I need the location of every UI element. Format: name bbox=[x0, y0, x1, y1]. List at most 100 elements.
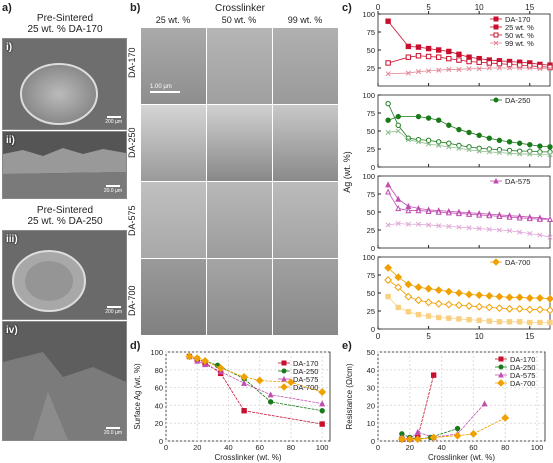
y-tick-label: 0 bbox=[371, 244, 375, 253]
data-point bbox=[495, 304, 504, 313]
data-point bbox=[476, 59, 482, 65]
y-axis-label: Ag (wt. %) bbox=[342, 151, 352, 193]
legend-label: 25 wt. % bbox=[505, 23, 534, 32]
data-point bbox=[498, 356, 504, 362]
data-point bbox=[318, 388, 327, 396]
sem-image-iii: iii) 200 µm bbox=[2, 230, 127, 320]
data-point bbox=[415, 221, 422, 227]
series-line bbox=[387, 116, 551, 148]
x-tick-label: 15 bbox=[525, 3, 534, 12]
data-point bbox=[394, 283, 403, 292]
y-tick-label: 30 bbox=[367, 384, 375, 393]
row-label-da-575: DA-575 bbox=[127, 205, 137, 236]
image-roman-label: ii) bbox=[6, 135, 15, 146]
data-point bbox=[240, 373, 249, 381]
data-point bbox=[425, 137, 432, 144]
data-point bbox=[546, 294, 553, 303]
data-point bbox=[425, 45, 432, 52]
data-point bbox=[216, 364, 225, 372]
data-point bbox=[425, 207, 432, 214]
data-point bbox=[466, 316, 472, 323]
data-point bbox=[436, 47, 442, 53]
y-tick-label: 20 bbox=[155, 419, 163, 428]
panel-a-label: a) bbox=[2, 2, 12, 14]
data-point bbox=[385, 18, 391, 24]
data-point bbox=[527, 319, 533, 326]
sem-image-i: i) 200 µm bbox=[2, 38, 127, 130]
panel-e-label: e) bbox=[342, 340, 352, 352]
legend-label: DA-250 bbox=[505, 96, 530, 105]
data-point bbox=[466, 129, 472, 136]
data-point bbox=[446, 140, 452, 146]
plot-frame bbox=[377, 256, 551, 330]
legend-label: 50 wt. % bbox=[505, 31, 534, 40]
x-tick-label: 0 bbox=[376, 332, 381, 340]
data-point bbox=[493, 97, 499, 103]
data-point bbox=[394, 273, 403, 282]
data-point bbox=[466, 210, 473, 217]
data-point bbox=[493, 24, 499, 30]
data-point bbox=[425, 53, 432, 60]
data-point bbox=[506, 319, 513, 325]
y-tick-label: 100 bbox=[362, 10, 375, 19]
data-point bbox=[385, 117, 391, 123]
data-point bbox=[466, 147, 472, 153]
data-point bbox=[476, 317, 482, 324]
y-tick-label: 75 bbox=[367, 109, 375, 118]
data-point bbox=[493, 32, 499, 38]
scale-bar: 20.0 µm bbox=[104, 185, 122, 194]
data-point bbox=[385, 60, 391, 66]
x-tick-label: 80 bbox=[287, 443, 295, 452]
legend-label: DA-700 bbox=[510, 379, 535, 388]
image-roman-label: iii) bbox=[6, 234, 18, 245]
data-point bbox=[436, 117, 442, 123]
data-point bbox=[436, 223, 442, 229]
data-point bbox=[446, 122, 452, 128]
y-tick-label: 50 bbox=[367, 348, 375, 357]
data-point bbox=[241, 408, 247, 414]
data-point bbox=[469, 429, 478, 438]
y-axis-label: Resistance (Ω/cm) bbox=[345, 363, 354, 429]
data-point bbox=[415, 311, 422, 318]
legend-label: DA-575 bbox=[293, 375, 318, 384]
data-point bbox=[405, 43, 412, 50]
data-point bbox=[517, 151, 523, 157]
data-point bbox=[456, 316, 462, 322]
x-tick-label: 0 bbox=[376, 443, 380, 452]
data-point bbox=[496, 319, 503, 325]
row-label-da-170: DA-170 bbox=[127, 47, 137, 78]
panel-b-header: Crosslinker bbox=[214, 3, 265, 14]
legend-label: DA-170 bbox=[510, 355, 535, 364]
data-point bbox=[526, 215, 533, 222]
data-point bbox=[506, 65, 513, 71]
grid-cell bbox=[206, 258, 273, 336]
data-point bbox=[405, 54, 412, 60]
column-header-25: 25 wt. % bbox=[155, 15, 191, 25]
data-point bbox=[444, 287, 453, 296]
grid-cell bbox=[272, 104, 339, 182]
grid-cell bbox=[140, 104, 207, 182]
data-point bbox=[446, 223, 452, 229]
data-point bbox=[493, 40, 499, 46]
data-point bbox=[405, 137, 411, 143]
data-point bbox=[492, 258, 500, 266]
data-point bbox=[429, 433, 438, 442]
data-point bbox=[515, 304, 524, 313]
y-axis-label: Surface Ag (wt. %) bbox=[133, 363, 142, 430]
data-point bbox=[405, 435, 414, 444]
series-line bbox=[388, 67, 550, 75]
data-point bbox=[547, 64, 553, 70]
data-point bbox=[414, 283, 423, 292]
data-point bbox=[444, 300, 453, 309]
data-point bbox=[193, 354, 202, 363]
x-tick-label: 40 bbox=[224, 443, 232, 452]
y-tick-label: 25 bbox=[367, 64, 375, 73]
data-point bbox=[516, 319, 523, 325]
data-point bbox=[385, 188, 392, 195]
sem-image-ii: ii) 20.0 µm bbox=[2, 131, 127, 199]
data-point bbox=[281, 375, 287, 382]
x-tick-label: 0 bbox=[164, 443, 168, 452]
data-point bbox=[486, 318, 492, 324]
panel-a-caption-top: Pre-Sintered 25 wt. % DA-170 bbox=[10, 13, 120, 35]
data-point bbox=[436, 314, 442, 321]
